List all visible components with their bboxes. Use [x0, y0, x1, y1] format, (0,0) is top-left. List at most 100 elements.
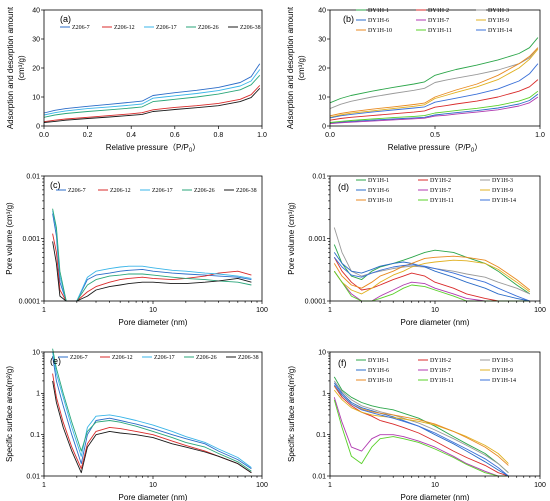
- panel-f-legend-entry-dy1h-6: DY1H-6: [368, 368, 389, 374]
- panel-b-legend-entry-dy1h-14: DY1H-14: [488, 28, 512, 34]
- panel-c-legend-entry-z206-26: Z206-26: [194, 188, 215, 194]
- panel-d-series-dy1h-3: [333, 227, 530, 295]
- panel-f-series-dy1h-2: [333, 385, 509, 477]
- panel-b-y-tick-label: 10: [318, 94, 326, 101]
- panel-c-series-z206-12: [52, 233, 252, 302]
- panel-c-y-axis-label: Pore volume (cm³/g): [5, 202, 14, 275]
- panel-e: 1 10 100 0.01 0.1 1 10 Pore diameter (nm) Specif…: [5, 348, 268, 501]
- panel-c-y-tick-label: 0.0001: [19, 298, 41, 305]
- panel-d-series-dy1h-1: [333, 244, 531, 295]
- panel-a-x-tick-label: 0.6: [170, 132, 180, 139]
- panel-f-y-tick-label: 0.01: [312, 473, 326, 480]
- panel-b-y-axis-label: Adsorption and desorption amount: [286, 6, 295, 129]
- panel-c: 1 10 100 0.0001 0.001 0.01 Pore diameter (nm) P…: [5, 173, 268, 327]
- panel-e-y-tick-label: 0.1: [30, 432, 40, 439]
- panel-d-series-dy1h-10: [333, 255, 531, 291]
- panel-d-legend-entry-dy1h-14: DY1H-14: [492, 198, 516, 204]
- panel-d-legend-entry-dy1h-2: DY1H-2: [430, 178, 451, 184]
- panel-f-y-axis-label: Specific surface area(m²/g): [287, 366, 296, 462]
- panel-e-legend: Z206-7 Z206-12 Z206-17 Z206-26 Z206-38: [58, 355, 259, 361]
- panel-d-legend-entry-dy1h-10: DY1H-10: [368, 198, 392, 204]
- panel-a-y-axis-label: Adsorption and desorption amount: [6, 6, 15, 129]
- panel-f-legend-entry-dy1h-14: DY1H-14: [492, 378, 516, 384]
- panel-f-legend: DY1H-1 DY1H-2 DY1H-3 DY1H-6 DY1H-7 DY1H-9 DY1H…: [356, 358, 516, 384]
- panel-e-series-z206-38: [52, 380, 252, 474]
- panel-c-legend: Z206-7 Z206-12 Z206-17 Z206-26 Z206-38: [56, 188, 257, 194]
- panel-a-legend: Z206-7 Z206-12 Z206-17 Z206-26 Z206-38: [60, 25, 261, 31]
- panel-f-legend-entry-dy1h-1: DY1H-1: [368, 358, 389, 364]
- panel-e-legend-entry-z206-7: Z206-7: [70, 355, 88, 361]
- panel-e-y-axis-label: Specific surface area(m²/g): [5, 366, 14, 462]
- panel-a-y-axis-label-unit: (cm³/g): [17, 55, 26, 81]
- panel-f-x-tick-label: 10: [431, 482, 439, 489]
- panel-a-y-tick-label: 0: [36, 123, 40, 130]
- panel-f-x-tick-label: 100: [534, 482, 546, 489]
- panel-a-x-tick-label: 0.0: [39, 132, 49, 139]
- panel-f: 1 10 100 0.01 0.1 1 10 Pore diameter (nm) Specif…: [287, 349, 546, 501]
- panel-c-x-tick-label: 1: [42, 307, 46, 314]
- panel-d-y-axis-label: Pore volume (cm³/g): [287, 202, 296, 275]
- panel-b-y-tick-label: 20: [318, 65, 326, 72]
- panel-a-series-z206-26: [43, 74, 261, 118]
- panel-a-series-z206-17: [43, 69, 261, 116]
- panel-c-x-tick-label: 100: [256, 307, 268, 314]
- panel-b-series-dy1h-7: [329, 96, 539, 125]
- panel-e-legend-entry-z206-12: Z206-12: [112, 355, 133, 361]
- panel-f-series-dy1h-1: [333, 376, 509, 474]
- panel-f-legend-entry-dy1h-2: DY1H-2: [430, 358, 451, 364]
- panel-f-legend-entry-dy1h-9: DY1H-9: [492, 368, 513, 374]
- panel-d-legend-entry-dy1h-3: DY1H-3: [492, 178, 513, 184]
- panel-b-y-axis-label-unit: (cm³/g): [297, 55, 306, 81]
- panel-d-legend-entry-dy1h-1: DY1H-1: [368, 178, 389, 184]
- panel-d-x-axis-label: Pore diameter (nm): [401, 318, 470, 327]
- panel-e-series-z206-26: [52, 348, 252, 472]
- panel-b-series-dy1h-2: [329, 79, 539, 121]
- panel-f-series-dy1h-6: [333, 382, 509, 477]
- panel-d-series-dy1h-9: [333, 259, 531, 295]
- panel-f-y-tick-label: 1: [322, 391, 326, 398]
- panel-e-x-tick-label: 1: [42, 482, 46, 489]
- panel-d-x-tick-label: 10: [431, 307, 439, 314]
- panel-e-x-tick-label: 100: [256, 482, 268, 489]
- panel-a-series-z206-7: [43, 63, 261, 114]
- panel-b-series-dy1h-3: [329, 47, 539, 110]
- panel-b-legend-entry-dy1h-1: DY1H-1: [368, 8, 389, 14]
- panel-c-series-z206-17: [52, 210, 252, 302]
- panel-b-legend-entry-dy1h-6: DY1H-6: [368, 18, 389, 24]
- panel-d-y-tick-label: 0.001: [308, 236, 326, 243]
- panel-b-series-dy1h-11: [329, 90, 539, 123]
- panel-d-legend: DY1H-1 DY1H-2 DY1H-3 DY1H-6 DY1H-7 DY1H-9 DY1H…: [356, 178, 516, 204]
- panel-b-legend-entry-dy1h-2: DY1H-2: [428, 8, 449, 14]
- panel-d-y-tick-label: 0.01: [312, 173, 326, 180]
- panel-e-series-z206-7: [52, 355, 252, 470]
- panel-a-x-tick-label: 0.8: [214, 132, 224, 139]
- panel-d: 1 10 100 0.0001 0.001 0.01 Pore diameter (nm) P…: [287, 173, 546, 327]
- panel-f-legend-entry-dy1h-7: DY1H-7: [430, 368, 451, 374]
- panel-b-y-tick-label: 0: [322, 123, 326, 130]
- panel-b-series-dy1h-9: [329, 48, 539, 118]
- panel-f-label: (f): [338, 358, 347, 368]
- panel-a-legend-entry-z206-38: Z206-38: [240, 25, 261, 31]
- panel-b-series-dy1h-10: [329, 47, 539, 117]
- panel-f-y-tick-label: 10: [318, 349, 326, 356]
- panel-b-legend-entry-dy1h-3: DY1H-3: [488, 8, 509, 14]
- panel-c-label: (c): [50, 180, 61, 190]
- panel-c-y-tick-label: 0.001: [22, 236, 40, 243]
- panel-f-legend-entry-dy1h-3: DY1H-3: [492, 358, 513, 364]
- panel-a-y-tick-label: 20: [32, 65, 40, 72]
- panel-a-legend-entry-z206-26: Z206-26: [198, 25, 219, 31]
- panel-a-x-tick-label: 0.4: [126, 132, 136, 139]
- panel-f-series-dy1h-14: [333, 384, 509, 477]
- panel-e-legend-entry-z206-26: Z206-26: [196, 355, 217, 361]
- panel-b-y-tick-label: 30: [318, 36, 326, 43]
- panel-a-label: (a): [60, 14, 71, 24]
- panel-e-y-tick-label: 1: [36, 391, 40, 398]
- panel-b-x-tick-label: 0.0: [325, 132, 335, 139]
- panel-f-series-dy1h-7: [333, 397, 509, 477]
- panel-a-x-axis-label: Relative pressure（P/P0）: [106, 143, 201, 154]
- panel-f-series-dy1h-3: [333, 380, 509, 474]
- panel-f-series-dy1h-11: [333, 399, 509, 477]
- panel-b: 0.0 0.5 1.0 0 10 20 30 40 Relative pressure（P/P0…: [286, 6, 545, 154]
- panel-b-series-dy1h-1: [329, 37, 539, 104]
- panel-e-y-tick-label: 0.01: [26, 473, 40, 480]
